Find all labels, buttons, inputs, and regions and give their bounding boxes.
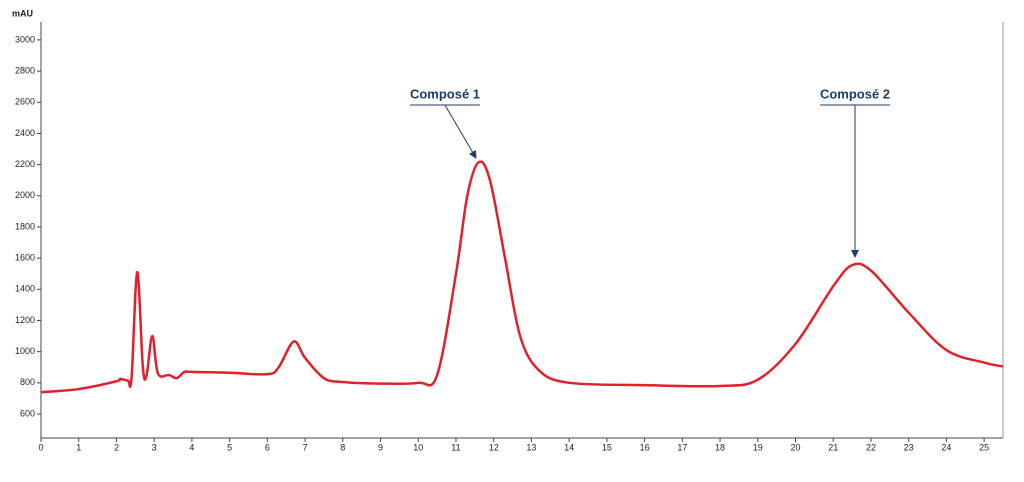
y-tick-label: 3000 [15, 34, 35, 44]
x-tick-label: 13 [526, 442, 536, 452]
x-tick-label: 16 [640, 442, 650, 452]
x-tick-label: 7 [303, 442, 308, 452]
x-tick-label: 23 [904, 442, 914, 452]
x-tick-label: 2 [114, 442, 119, 452]
x-tick-label: 25 [979, 442, 989, 452]
x-tick-label: 21 [828, 442, 838, 452]
x-tick-label: 20 [791, 442, 801, 452]
annotation-label: Composé 2 [820, 86, 890, 101]
x-tick-label: 24 [941, 442, 951, 452]
x-tick-label: 8 [340, 442, 345, 452]
x-tick-label: 1 [76, 442, 81, 452]
annotation-arrow [444, 104, 477, 159]
x-tick-label: 0 [38, 442, 43, 452]
x-tick-label: 11 [451, 442, 460, 452]
y-tick-label: 1200 [15, 315, 35, 325]
x-tick-label: 10 [413, 442, 423, 452]
x-tick-label: 18 [715, 442, 725, 452]
x-tick-label: 17 [677, 442, 687, 452]
x-tick-label: 9 [378, 442, 383, 452]
y-tick-label: 1400 [15, 284, 35, 294]
y-tick-label: 2000 [15, 190, 35, 200]
x-tick-label: 4 [189, 442, 194, 452]
x-tick-label: 14 [564, 442, 574, 452]
y-tick-label: 2400 [15, 128, 35, 138]
x-tick-label: 19 [753, 442, 763, 452]
y-tick-label: 800 [20, 377, 35, 387]
y-tick-label: 600 [20, 408, 35, 418]
x-tick-label: 12 [489, 442, 499, 452]
x-tick-label: 15 [602, 442, 612, 452]
data-line [40, 160, 1004, 394]
annotation-label: Composé 1 [410, 86, 480, 101]
y-tick-label: 1000 [15, 346, 35, 356]
y-tick-label: 2200 [15, 159, 35, 169]
x-tick-label: 6 [265, 442, 270, 452]
y-tick-label: 1600 [15, 253, 35, 263]
y-tick-label: 1800 [15, 221, 35, 231]
y-axis-label: mAU [12, 8, 33, 18]
y-tick-label: 2600 [15, 97, 35, 107]
y-tick-label: 2800 [15, 65, 35, 75]
x-tick-label: 3 [152, 442, 157, 452]
x-tick-label: 22 [866, 442, 876, 452]
x-tick-label: 5 [227, 442, 232, 452]
